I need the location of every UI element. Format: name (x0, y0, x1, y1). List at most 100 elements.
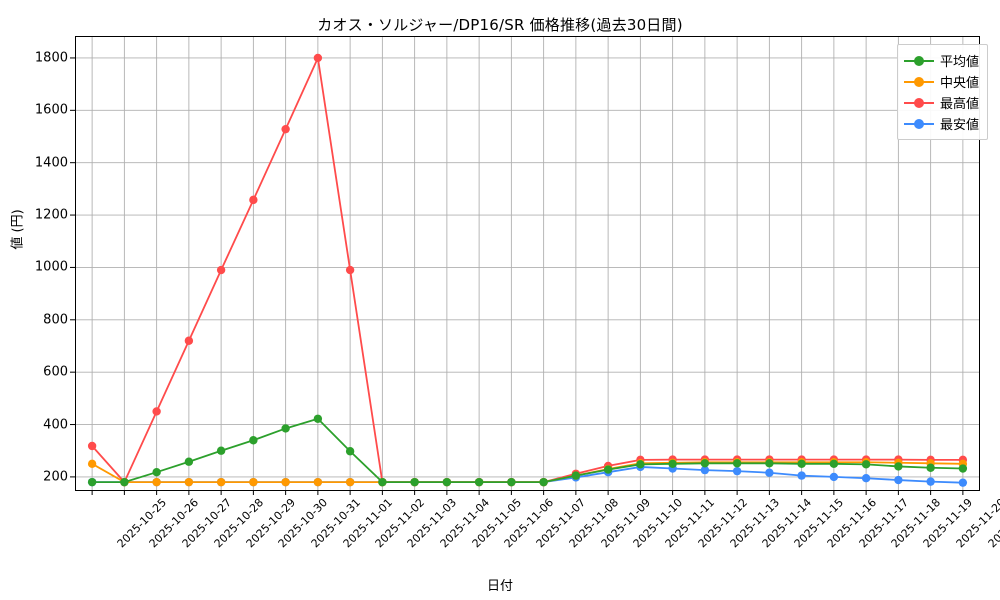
legend-item-4[interactable]: 最安値 (903, 113, 979, 134)
y-tick-label: 800 (43, 312, 68, 328)
data-point (732, 459, 742, 468)
x-tick-label: 2025-11-08 (566, 496, 621, 551)
y-tick-label: 600 (43, 364, 68, 380)
data-point (829, 459, 839, 469)
data-point (926, 463, 935, 472)
x-tick-label: 2025-11-17 (856, 496, 912, 551)
data-point (249, 195, 258, 205)
data-point (636, 460, 645, 469)
y-tick-label: 200 (43, 469, 68, 485)
x-tick-label: 2025-11-02 (372, 496, 428, 551)
data-point (474, 477, 484, 487)
data-point (281, 477, 290, 487)
data-point (281, 124, 290, 134)
y-axis-tick-labels: 200 400 600 800 1000 1200 1400 1600 1800 (0, 36, 68, 491)
data-point (345, 265, 355, 275)
x-tick-label: 2025-10-25 (114, 496, 170, 551)
chart-title: カオス・ソルジャー/DP16/SR 価格推移(過去30日間) (317, 16, 683, 34)
legend-label: 最高値 (939, 97, 979, 112)
x-tick-label: 2025-10-28 (211, 496, 267, 551)
x-tick-label: 2025-10-27 (179, 496, 234, 551)
x-axis-label: 日付 (486, 579, 513, 594)
data-point (668, 459, 677, 469)
data-point (152, 407, 161, 416)
data-point (313, 477, 323, 487)
data-point (184, 457, 194, 466)
data-point (152, 467, 161, 477)
data-point (797, 471, 806, 480)
x-tick-label: 2025-11-07 (534, 496, 589, 551)
data-point (249, 436, 258, 445)
x-tick-label: 2025-11-04 (437, 496, 492, 551)
x-tick-label: 2025-11-14 (759, 496, 815, 551)
legend-label: 平均値 (939, 55, 979, 70)
x-tick-label: 2025-11-11 (663, 496, 718, 551)
legend-marker-icon (903, 117, 934, 131)
data-point (87, 477, 97, 487)
grid-lines (70, 37, 979, 495)
x-tick-label: 2025-11-20 (953, 496, 1000, 551)
data-point (87, 459, 97, 469)
data-point (894, 462, 903, 471)
data-point (345, 447, 355, 456)
data-point (958, 478, 968, 487)
data-point (603, 465, 613, 474)
y-tick-label: 1600 (34, 102, 68, 118)
legend-item-3[interactable]: 最高値 (903, 92, 979, 113)
data-point (926, 477, 935, 486)
y-tick-label: 1000 (34, 259, 68, 275)
y-tick-label: 1800 (34, 50, 68, 66)
x-tick-label: 2025-11-05 (469, 496, 525, 551)
data-point (700, 465, 710, 475)
data-series-layer (87, 53, 968, 487)
data-point (861, 460, 871, 469)
x-tick-label: 2025-11-09 (598, 496, 654, 551)
legend-item-1[interactable]: 平均値 (903, 50, 979, 71)
x-tick-label: 2025-11-03 (405, 496, 460, 551)
x-tick-label: 2025-11-16 (824, 496, 879, 551)
x-tick-label: 2025-11-06 (501, 496, 557, 551)
data-point (152, 477, 161, 487)
plot-area (70, 36, 980, 495)
data-point (861, 474, 871, 483)
data-point (345, 477, 355, 487)
data-point (958, 464, 968, 473)
x-tick-label: 2025-10-26 (147, 496, 202, 551)
series-3 (87, 53, 968, 487)
data-point (700, 459, 710, 468)
y-tick-label: 400 (43, 417, 68, 433)
data-point (281, 424, 290, 433)
legend-marker-icon (903, 75, 934, 89)
data-point (829, 472, 839, 482)
legend-label: 最安値 (939, 118, 979, 133)
data-point (120, 477, 129, 487)
data-point (732, 466, 742, 476)
data-point (539, 477, 548, 487)
series-1 (87, 414, 968, 487)
legend-item-2[interactable]: 中央値 (903, 71, 979, 92)
data-point (249, 477, 258, 487)
data-point (765, 459, 774, 468)
data-point (87, 441, 97, 451)
x-tick-label: 2025-11-01 (340, 496, 396, 551)
x-tick-label: 2025-11-15 (792, 496, 847, 551)
data-point (442, 477, 452, 487)
legend-marker-icon (903, 96, 934, 110)
legend-label: 中央値 (939, 76, 979, 91)
data-point (765, 468, 774, 477)
data-point (216, 265, 226, 275)
y-tick-label: 1200 (34, 207, 68, 223)
data-point (894, 475, 903, 485)
data-point (507, 477, 516, 487)
data-point (216, 446, 226, 455)
data-point (313, 53, 323, 63)
data-point (410, 477, 419, 487)
x-tick-label: 2025-11-13 (727, 496, 783, 551)
chart-legend: 平均値中央値最高値最安値 (896, 44, 988, 140)
x-tick-label: 2025-10-29 (243, 496, 299, 551)
x-tick-label: 2025-10-30 (276, 496, 331, 551)
data-point (378, 477, 387, 487)
data-point (571, 471, 581, 480)
y-tick-label: 1400 (34, 155, 68, 171)
